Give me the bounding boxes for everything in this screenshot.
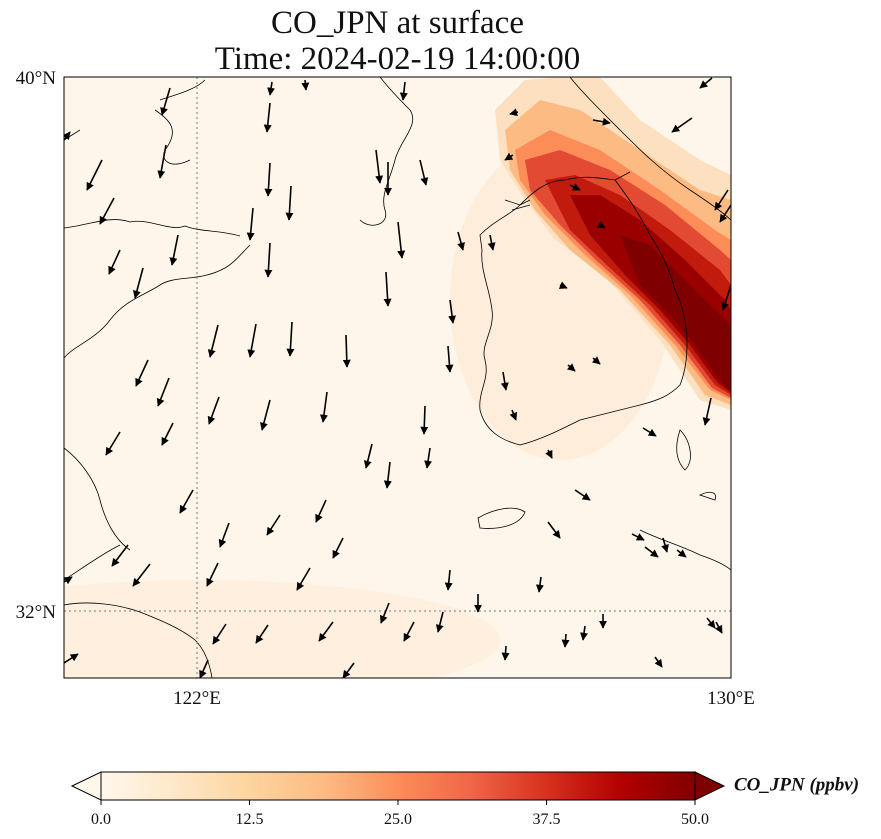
colorbar-tick-25: 25.0 <box>384 811 412 828</box>
colorbar-tick-50: 50.0 <box>681 811 709 828</box>
lat-label-32n: 32°N <box>16 602 57 623</box>
colorbar-gradient <box>100 771 696 801</box>
co-plume <box>495 77 731 410</box>
colorbar: 0.0 12.5 25.0 37.5 50.0 CO_JPN (ppbv) <box>70 771 859 828</box>
colorbar-tick-0: 0.0 <box>91 811 111 828</box>
gridlines <box>64 77 731 678</box>
colorbar-extend-max <box>694 771 726 801</box>
lat-label-40n: 40°N <box>16 68 57 89</box>
map-frame <box>63 76 732 679</box>
colorbar-tick-12-5: 12.5 <box>236 811 264 828</box>
colorbar-tick-37-5: 37.5 <box>533 811 561 828</box>
colorbar-extend-min <box>70 771 102 801</box>
map-title-line2: Time: 2024-02-19 14:00:00 <box>214 41 581 77</box>
lon-label-122e: 122°E <box>173 688 221 709</box>
low-concentration-area <box>64 580 500 678</box>
lon-label-130e: 130°E <box>707 688 755 709</box>
wind-vectors <box>64 77 731 678</box>
map-panel <box>64 77 731 678</box>
colorbar-label: CO_JPN (ppbv) <box>734 774 859 795</box>
map-title-line1: CO_JPN at surface <box>271 5 524 41</box>
